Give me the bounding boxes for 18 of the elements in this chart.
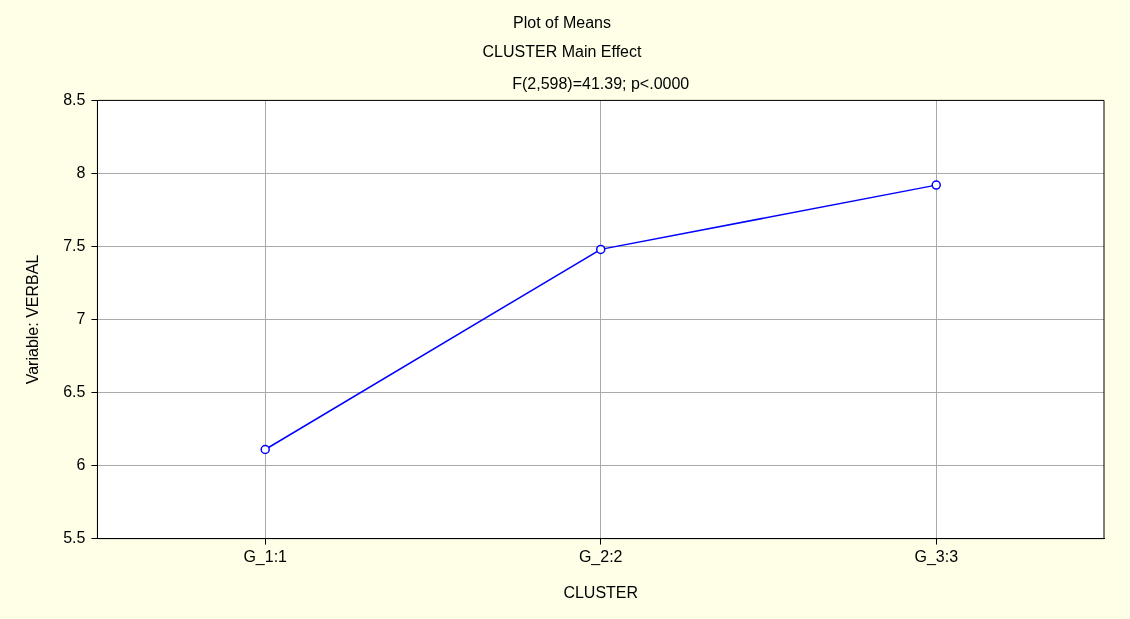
x-tick-label: G_3:3 <box>914 547 959 566</box>
chart-title: Plot of Means <box>513 14 611 32</box>
x-axis-title: CLUSTER <box>563 583 639 601</box>
y-tick-label: 7.5 <box>63 236 86 254</box>
point <box>931 180 941 190</box>
y-tick-label: 6.5 <box>63 382 86 400</box>
x-tick-label: G_2:2 <box>578 547 623 566</box>
chart-subtitle: CLUSTER Main Effect <box>482 43 642 61</box>
y-tick-label: 8 <box>76 163 86 181</box>
y-tick-label: 5.5 <box>63 529 86 547</box>
text: F(2,598)=41.39; p<.0000 <box>512 74 690 92</box>
y-tick-label: 8.5 <box>63 90 86 108</box>
y-tick-label: 6 <box>76 455 86 473</box>
y-tick-label: 7 <box>76 309 86 327</box>
y-axis-title: Variable: VERBAL <box>24 254 42 385</box>
x-tick-label: G_1:1 <box>243 547 288 566</box>
point <box>260 444 270 455</box>
point <box>595 244 606 255</box>
